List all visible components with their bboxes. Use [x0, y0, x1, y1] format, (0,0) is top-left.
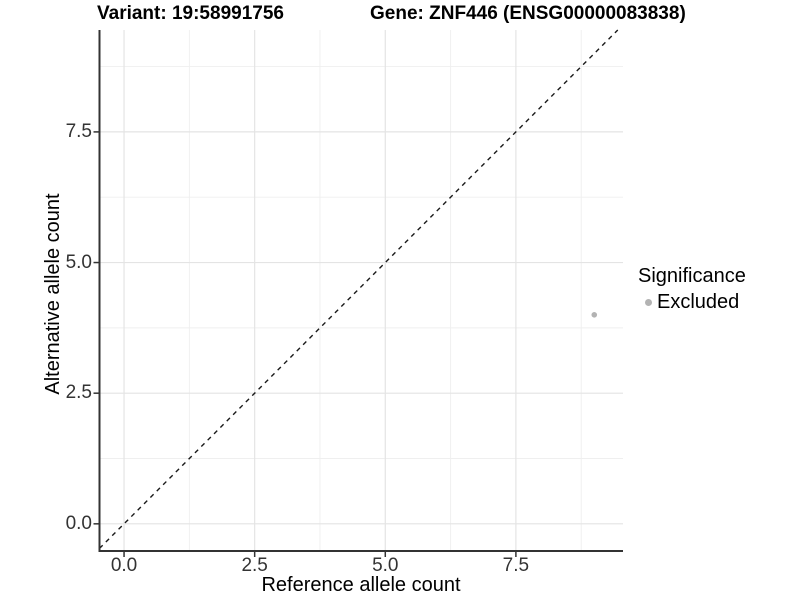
y-tick-label: 2.5: [65, 382, 92, 404]
y-tick-label: 0.0: [65, 512, 92, 534]
x-tick-label: 7.5: [502, 555, 530, 576]
legend-title: Significance: [638, 265, 746, 287]
x-tick-label: 5.0: [372, 555, 399, 576]
data-point: [591, 311, 598, 318]
legend: Significance Excluded: [638, 265, 746, 314]
legend-item-label: Excluded: [657, 291, 740, 313]
y-tick-label: 5.0: [65, 251, 92, 273]
variant-title: Variant: 19:58991756: [97, 3, 284, 24]
x-axis-title: Reference allele count: [261, 574, 461, 596]
gene-title: Gene: ZNF446 (ENSG00000083838): [370, 3, 686, 24]
x-tick-label: 2.5: [241, 555, 268, 576]
y-axis-title: Alternative allele count: [42, 193, 64, 395]
x-tick-label: 0.0: [110, 555, 138, 576]
legend-key-dot-icon: [645, 299, 652, 306]
identity-dashed-line: [99, 29, 619, 549]
y-tick-label: 7.5: [65, 120, 92, 142]
legend-item-excluded: Excluded: [638, 291, 746, 314]
